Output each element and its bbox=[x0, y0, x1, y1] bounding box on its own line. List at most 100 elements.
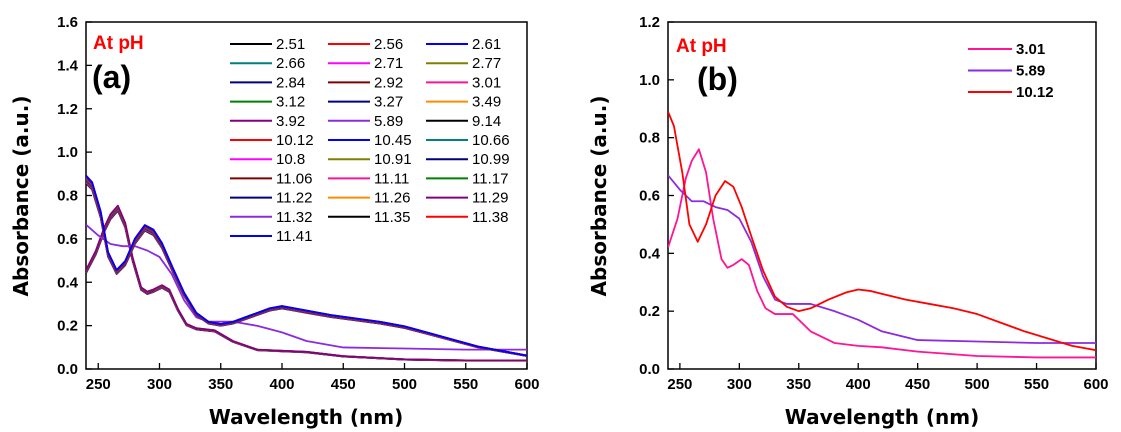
panel-a-x-tick-label: 550 bbox=[453, 376, 478, 393]
panel-b-x-tick-label: 600 bbox=[1083, 376, 1108, 393]
panel-b-ph-annotation: At pH bbox=[676, 36, 727, 57]
panel-a-legend-label: 3.01 bbox=[472, 74, 501, 91]
panel-a-legend-label: 2.51 bbox=[276, 36, 305, 53]
panel-a-legend-item: 11.41 bbox=[230, 228, 312, 245]
panel-a-series-line-10-8 bbox=[86, 180, 527, 357]
panel-b-x-tick-label: 400 bbox=[846, 376, 871, 393]
panel-a-legend-label: 10.91 bbox=[374, 151, 412, 168]
panel-b-y-tick-label: 0.2 bbox=[639, 303, 660, 320]
panel-b-x-tick-label: 450 bbox=[905, 376, 930, 393]
panel-a-legend-item: 11.26 bbox=[328, 190, 410, 207]
panel-b-legend-item: 3.01 bbox=[968, 41, 1045, 58]
panel-a-legend-label: 2.61 bbox=[472, 36, 501, 53]
panel-a-legend-label: 10.12 bbox=[276, 132, 314, 149]
panel-a-legend-item: 2.61 bbox=[426, 36, 501, 53]
panel-a-legend-label: 3.27 bbox=[374, 94, 403, 111]
panel-b-y-tick-label: 1.2 bbox=[639, 14, 660, 31]
panel-a-legend-item: 9.14 bbox=[426, 113, 501, 130]
panel-a-legend-item: 3.27 bbox=[328, 94, 403, 111]
panel-a-ticks-layer: 250 300 350 400 450 500 550 600 0.0 0.2 0.4 0.6 0.8 1… bbox=[57, 14, 539, 393]
panel-a-legend-label: 11.06 bbox=[276, 170, 312, 187]
panel-a-legend-label: 11.38 bbox=[472, 209, 508, 226]
panel-b-y-tick-label: 0.8 bbox=[639, 130, 660, 147]
panel-a-y-tick-label: 0.4 bbox=[57, 274, 79, 291]
panel-a-label: (a) bbox=[92, 59, 131, 95]
panel-a-legend-item: 2.56 bbox=[328, 36, 403, 53]
panel-a-legend-label: 2.71 bbox=[374, 55, 403, 72]
panel-a-legend-label: 11.35 bbox=[374, 209, 410, 226]
panel-a-chart: 250 300 350 400 450 500 550 600 0.0 0.2 0.4 0.6 0.8 1… bbox=[9, 14, 540, 429]
panel-a-y-tick-label: 0.8 bbox=[57, 188, 78, 205]
panel-a-legend-label: 10.66 bbox=[472, 132, 510, 149]
panel-a-y-tick-label: 1.4 bbox=[57, 57, 79, 74]
panel-b-legend-label: 10.12 bbox=[1016, 84, 1054, 101]
panel-b-y-tick-label: 0.0 bbox=[639, 361, 660, 378]
panel-a-legend-item: 3.01 bbox=[426, 74, 501, 91]
panel-a-legend-item: 10.66 bbox=[426, 132, 510, 149]
panel-a-legend-item: 2.77 bbox=[426, 55, 501, 72]
panel-a-y-tick-label: 1.6 bbox=[57, 14, 78, 31]
panel-a-legend-item: 11.17 bbox=[426, 170, 508, 187]
panel-b-x-tick-label: 350 bbox=[786, 376, 811, 393]
panel-a-legend-label: 3.49 bbox=[472, 94, 501, 111]
panel-a-legend-item: 11.22 bbox=[230, 190, 312, 207]
panel-a-legend-label: 9.14 bbox=[472, 113, 501, 130]
panel-a-legend-label: 5.89 bbox=[374, 113, 403, 130]
panel-a-x-tick-label: 350 bbox=[208, 376, 233, 393]
panel-b-x-tick-label: 300 bbox=[727, 376, 752, 393]
panel-a-legend-label: 2.84 bbox=[276, 74, 305, 91]
panel-a-series-line-11-41 bbox=[86, 174, 527, 357]
panel-a-legend-item: 11.35 bbox=[328, 209, 410, 226]
panel-a-x-tick-label: 450 bbox=[331, 376, 356, 393]
panel-a-ph-annotation: At pH bbox=[93, 33, 144, 54]
panel-a-legend-item: 11.38 bbox=[426, 209, 508, 226]
panel-b-ticks-layer: 250 300 350 400 450 500 550 600 0.0 0.2 0.4 0.6 0.8 1… bbox=[639, 14, 1108, 393]
panel-a-legend-item: 3.12 bbox=[230, 94, 305, 111]
panel-a-x-tick-label: 600 bbox=[514, 376, 539, 393]
panel-b-legend-label: 3.01 bbox=[1016, 41, 1045, 58]
panel-a-legend-label: 11.29 bbox=[472, 190, 508, 207]
panel-a-legend-item: 11.32 bbox=[230, 209, 312, 226]
panel-a-legend-label: 11.41 bbox=[276, 228, 312, 245]
panel-b-legend-item: 10.12 bbox=[968, 84, 1054, 101]
panel-b-chart: 250 300 350 400 450 500 550 600 0.0 0.2 0.4 0.6 0.8 1… bbox=[587, 14, 1109, 429]
panel-a-legend-item: 2.51 bbox=[230, 36, 305, 53]
panel-a-legend-label: 10.99 bbox=[472, 151, 510, 168]
panel-a-x-tick-label: 300 bbox=[147, 376, 172, 393]
panel-a-legend-label: 10.45 bbox=[374, 132, 412, 149]
panel-b-x-tick-label: 500 bbox=[965, 376, 990, 393]
panel-a-y-tick-label: 1.2 bbox=[57, 101, 78, 118]
panel-a-legend-item: 10.12 bbox=[230, 132, 314, 149]
panel-a-legend-item: 10.99 bbox=[426, 151, 510, 168]
panel-b-series-line-10-12 bbox=[668, 111, 1096, 352]
panel-a-legend-item: 2.92 bbox=[328, 74, 403, 91]
panel-b-legend: 3.01 5.89 10.12 bbox=[968, 41, 1054, 101]
panel-a-x-tick-label: 500 bbox=[392, 376, 417, 393]
panel-a-x-axis-title: Wavelength (nm) bbox=[209, 405, 404, 429]
panel-a-legend: 2.51 2.56 2.61 2.66 2.71 2.77 2.84 2.92 3.01 3.12… bbox=[230, 36, 510, 245]
panel-a-legend-label: 10.8 bbox=[276, 151, 305, 168]
panel-a-legend-label: 3.92 bbox=[276, 113, 305, 130]
panel-a-legend-item: 2.66 bbox=[230, 55, 305, 72]
panel-a-legend-item: 11.06 bbox=[230, 170, 312, 187]
panel-a-legend-item: 3.92 bbox=[230, 113, 305, 130]
panel-b-x-tick-label: 550 bbox=[1024, 376, 1049, 393]
panel-a-series-line-10-91 bbox=[86, 180, 527, 357]
panel-b-y-tick-label: 0.6 bbox=[639, 188, 660, 205]
panel-a-x-tick-label: 250 bbox=[86, 376, 111, 393]
panel-a-y-tick-label: 0.2 bbox=[57, 318, 78, 335]
panel-b-x-axis-title: Wavelength (nm) bbox=[785, 405, 980, 429]
panel-a-legend-item: 11.29 bbox=[426, 190, 508, 207]
panel-a-legend-item: 2.84 bbox=[230, 74, 305, 91]
panel-a-legend-item: 10.45 bbox=[328, 132, 412, 149]
panel-b-series-line-3-01 bbox=[668, 148, 1096, 359]
panel-a-x-tick-label: 400 bbox=[269, 376, 294, 393]
panel-b-label: (b) bbox=[697, 61, 738, 97]
panel-b-y-tick-label: 1.0 bbox=[639, 72, 660, 89]
panel-a-legend-label: 11.11 bbox=[374, 170, 409, 187]
panel-a-y-tick-label: 1.0 bbox=[57, 144, 78, 161]
panel-a-series-layer bbox=[86, 174, 527, 362]
panel-a-series-line-10-99 bbox=[86, 179, 527, 357]
panel-a-legend-label: 11.17 bbox=[472, 170, 508, 187]
